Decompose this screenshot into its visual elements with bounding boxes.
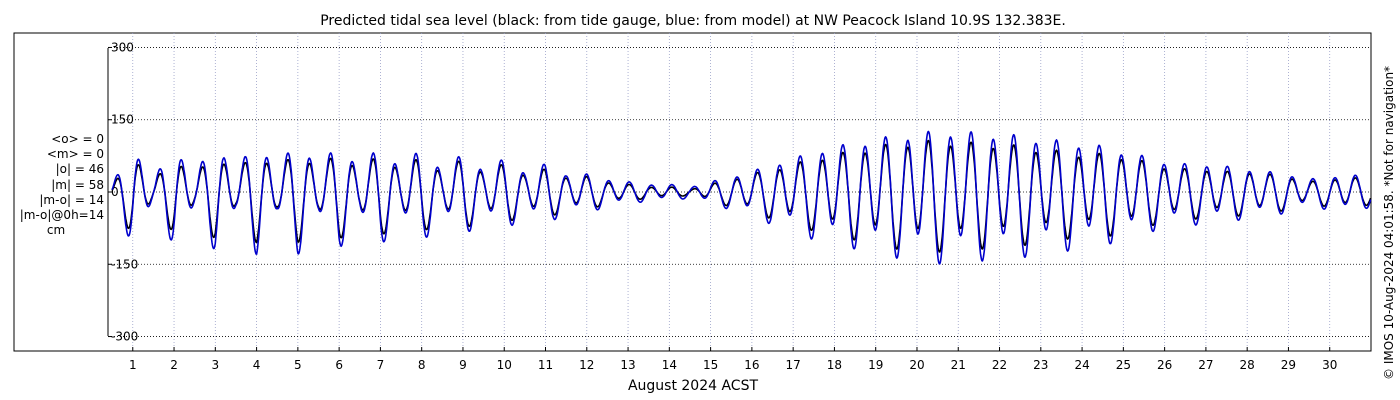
x-tick-label: 16 [744,358,759,372]
x-tick-label: 6 [335,358,343,372]
x-tick-label: 4 [253,358,261,372]
series-lines [111,130,1372,265]
y-tick-label: -300 [111,330,138,344]
stats-panel: <o> = 0 <m> = 0 |o| = 46 |m| = 58 |m-o| … [6,132,106,238]
x-tick-label: 30 [1322,358,1337,372]
x-tick-label: 17 [786,358,801,372]
stat-mean-model: <m> = 0 [46,147,104,162]
x-tick-label: 8 [418,358,426,372]
stat-abs-model: |m| = 58 [51,177,104,192]
chart-title: Predicted tidal sea level (black: from t… [320,13,1066,29]
x-tick-label: 11 [538,358,553,372]
x-tick-label: 20 [909,358,924,372]
x-tick-label: 15 [703,358,718,372]
x-tick-label: 2 [170,358,178,372]
x-tick-label: 3 [211,358,219,372]
stat-abs-observed: |o| = 46 [55,162,104,177]
y-tick-label: 0 [111,185,119,199]
x-tick-label: 23 [1033,358,1048,372]
x-tick-label: 7 [377,358,385,372]
x-tick-label: 22 [992,358,1007,372]
x-tick-label: 5 [294,358,302,372]
x-tick-label: 25 [1116,358,1131,372]
stat-abs-diff: |m-o| = 14 [39,192,104,207]
x-tick-label: 18 [827,358,842,372]
x-tick-label: 24 [1074,358,1089,372]
y-tick-label: -150 [111,257,138,271]
x-tick-label: 28 [1240,358,1255,372]
stat-unit: cm [46,223,66,238]
credit-notice: © IMOS 10-Aug-2024 04:01:58. *Not for na… [1382,66,1396,380]
x-tick-label: 29 [1281,358,1296,372]
y-tick-label: 150 [111,113,134,127]
x-tick-label: 9 [459,358,467,372]
x-tick-label: 21 [951,358,966,372]
y-axis: 300 150 0 -150 -300 [107,40,138,344]
x-tick-label: 19 [868,358,883,372]
x-axis: 1 2 3 4 5 6 7 8 9 10 11 12 13 14 15 16 17 18 19 20 21 22 23 24 2… [108,347,1371,372]
series-line-model [111,130,1372,265]
x-axis-label: August 2024 ACST [628,378,759,394]
x-tick-label: 14 [662,358,677,372]
y-tick-label: 300 [111,40,134,54]
x-tick-label: 13 [620,358,635,372]
horizontal-grid [108,47,1371,337]
stat-abs-diff-0h: |m-o|@0h=14 [19,208,104,223]
x-tick-label: 1 [129,358,137,372]
x-tick-label: 12 [579,358,594,372]
stat-mean-observed: <o> = 0 [51,132,104,146]
x-tick-label: 27 [1198,358,1213,372]
x-tick-label: 10 [497,358,512,372]
x-tick-label: 26 [1157,358,1172,372]
